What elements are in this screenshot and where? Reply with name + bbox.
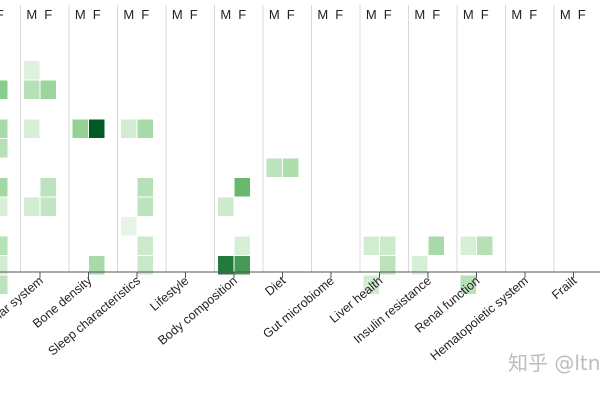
column-header-f: F: [287, 7, 295, 22]
heatmap-cell: [380, 256, 396, 275]
category-label: Lifestyle: [147, 274, 191, 314]
heatmap-cell: [0, 119, 8, 138]
heatmap-cell: [24, 61, 40, 80]
column-header-f: F: [384, 7, 392, 22]
column-header-f: F: [529, 7, 537, 22]
column-header-f: F: [141, 7, 149, 22]
column-header-m: M: [560, 7, 571, 22]
heatmap-cell: [121, 217, 137, 236]
heatmap-cell: [380, 236, 396, 255]
heatmap-cell: [40, 197, 56, 216]
heatmap-cell: [363, 236, 379, 255]
column-header-m: M: [269, 7, 280, 22]
heatmap-cells: [0, 61, 493, 294]
column-header-m: M: [123, 7, 134, 22]
category-label: Diet: [262, 273, 288, 298]
heatmap-cell: [137, 197, 153, 216]
heatmap-cell: [137, 178, 153, 197]
category-label: Sleep characteristics: [46, 274, 143, 359]
column-header-m: M: [26, 7, 37, 22]
column-header-f: F: [335, 7, 343, 22]
heatmap-cell: [89, 119, 105, 138]
heatmap-cell: [137, 236, 153, 255]
heatmap-cell: [460, 275, 476, 294]
column-header-m: M: [366, 7, 377, 22]
column-header-f: F: [481, 7, 489, 22]
heatmap-cell: [0, 236, 8, 255]
heatmap-cell: [24, 197, 40, 216]
watermark: 知乎 @ltn: [508, 351, 600, 375]
heatmap-cell: [40, 80, 56, 99]
category-label: Frailt: [549, 273, 580, 302]
heatmap-cell: [137, 119, 153, 138]
column-header-f: F: [93, 7, 101, 22]
column-header-m: M: [511, 7, 522, 22]
heatmap-cell: [234, 178, 250, 197]
heatmap-cell: [412, 256, 428, 275]
column-header-m: M: [463, 7, 474, 22]
heatmap-cell: [72, 119, 88, 138]
heatmap-cell: [0, 80, 8, 99]
x-axis: [0, 271, 600, 278]
heatmap-cell: [0, 256, 8, 275]
heatmap-cell: [121, 119, 137, 138]
grid-lines: [20, 5, 555, 272]
heatmap-cell: [477, 236, 493, 255]
heatmap-cell: [218, 197, 234, 216]
column-headers: MFMFMFMFMFMFMFMFMFMFMFMFMF: [0, 7, 586, 22]
heatmap-cell: [283, 158, 299, 177]
heatmap-cell: [218, 256, 234, 275]
column-header-m: M: [220, 7, 231, 22]
heatmap-cell: [0, 275, 8, 294]
column-header-f: F: [432, 7, 440, 22]
column-header-f: F: [44, 7, 52, 22]
heatmap-cell: [0, 197, 8, 216]
column-header-f: F: [0, 7, 4, 22]
column-header-m: M: [317, 7, 328, 22]
heatmap-cell: [460, 236, 476, 255]
column-header-m: M: [75, 7, 86, 22]
heatmap-cell: [40, 178, 56, 197]
heatmap-cell: [137, 256, 153, 275]
column-header-f: F: [190, 7, 198, 22]
heatmap-cell: [0, 139, 8, 158]
heatmap-cell: [89, 256, 105, 275]
column-header-m: M: [414, 7, 425, 22]
heatmap-cell: [234, 236, 250, 255]
column-header-f: F: [238, 7, 246, 22]
heatmap-cell: [266, 158, 282, 177]
column-header-f: F: [578, 7, 586, 22]
category-label: Hematopoietic system: [428, 274, 531, 364]
heatmap-cell: [363, 275, 379, 294]
heatmap-cell: [0, 178, 8, 197]
heatmap-cell: [428, 236, 444, 255]
heatmap-cell: [24, 119, 40, 138]
heatmap-cell: [24, 80, 40, 99]
column-header-m: M: [172, 7, 183, 22]
heatmap-cell: [234, 256, 250, 275]
